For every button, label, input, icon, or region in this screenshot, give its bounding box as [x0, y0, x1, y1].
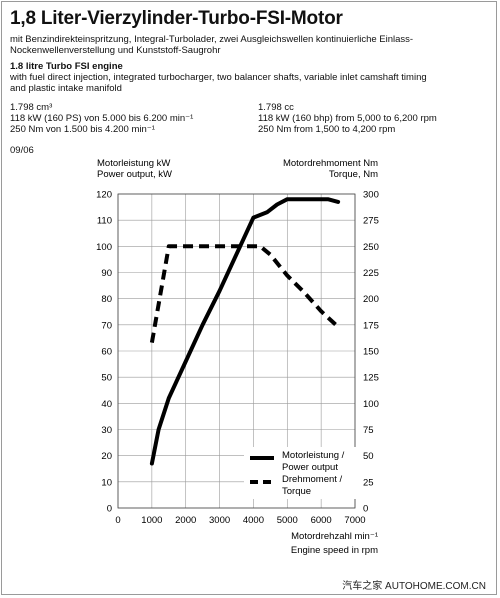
y-right-tick-label: 250 [363, 242, 379, 253]
x-axis-label-2: Engine speed in rpm [291, 545, 378, 556]
chart-series [149, 197, 341, 466]
torque-en: 250 Nm from 1,500 to 4,200 rpm [258, 124, 396, 135]
displacement-en: 1.798 cc [258, 102, 294, 113]
x-tick-label: 3000 [209, 515, 230, 526]
x-tick-label: 4000 [243, 515, 264, 526]
y-right-tick-label: 0 [363, 504, 368, 515]
y-left-tick-label: 110 [97, 216, 112, 227]
x-tick-label: 0 [115, 515, 120, 526]
left-axis-label-2: Power output, kW [97, 169, 172, 180]
y-right-tick-label: 300 [363, 190, 379, 201]
right-axis-label-1: Motordrehmoment Nm [283, 158, 378, 169]
y-left-tick-label: 0 [107, 504, 112, 515]
x-axis-label-1: Motordrehzahl min⁻¹ [291, 531, 378, 542]
legend-power-label-1: Motorleistung / [282, 450, 345, 461]
chart-ticks: 0 1000 2000 3000 4000 5000 6000 700001020304050… [96, 190, 379, 527]
y-right-tick-label: 225 [363, 268, 379, 279]
chart-legend: Motorleistung / Power output Drehmoment … [244, 447, 356, 499]
y-right-tick-label: 50 [363, 451, 374, 462]
y-left-tick-label: 10 [101, 477, 112, 488]
x-tick-label: 5000 [277, 515, 298, 526]
specs-english: 1.798 cc 118 kW (160 bhp) from 5,000 to … [258, 102, 437, 135]
power-de: 118 kW (160 PS) von 5.000 bis 6.200 min⁻… [10, 113, 194, 124]
power-en: 118 kW (160 bhp) from 5,000 to 6,200 rpm [258, 113, 437, 124]
legend-background [244, 447, 356, 499]
power-series-line [149, 197, 341, 466]
y-left-tick-label: 20 [101, 451, 112, 462]
y-right-tick-label: 275 [363, 216, 379, 227]
y-left-tick-label: 120 [96, 190, 112, 201]
subtitle-german: mit Benzindirekteinspritzung, Integral-T… [10, 34, 414, 56]
subtitle-english: with fuel direct injection, integrated t… [10, 72, 427, 94]
y-left-tick-label: 60 [101, 347, 112, 358]
torque-series-line [149, 244, 340, 343]
torque-de: 250 Nm von 1.500 bis 4.200 min⁻¹ [10, 124, 155, 135]
specs-german: 1.798 cm³ 118 kW (160 PS) von 5.000 bis … [10, 102, 193, 135]
date-label: 09/06 [10, 145, 34, 156]
legend-torque-label-1: Drehmoment / [282, 474, 343, 485]
y-right-tick-label: 25 [363, 477, 374, 488]
legend-power-label-2: Power output [282, 462, 338, 473]
legend-torque-label-2: Torque [282, 486, 311, 497]
title-english: 1.8 litre Turbo FSI engine [10, 61, 123, 72]
y-left-tick-label: 30 [101, 425, 112, 436]
right-axis-label-2: Torque, Nm [329, 169, 378, 180]
y-right-tick-label: 150 [363, 347, 379, 358]
y-right-tick-label: 100 [363, 399, 379, 410]
left-axis-label-1: Motorleistung kW [97, 158, 170, 169]
page-title: 1,8 Liter-Vierzylinder-Turbo-FSI-Motor [10, 8, 343, 29]
y-right-tick-label: 75 [363, 425, 374, 436]
y-right-tick-label: 125 [363, 373, 379, 384]
x-tick-label: 7000 [344, 515, 365, 526]
y-left-tick-label: 90 [101, 268, 112, 279]
y-left-tick-label: 80 [101, 294, 112, 305]
y-left-tick-label: 70 [101, 320, 112, 331]
y-left-tick-label: 50 [101, 373, 112, 384]
y-right-tick-label: 175 [363, 320, 379, 331]
y-right-tick-label: 200 [363, 294, 379, 305]
x-tick-label: 1000 [141, 515, 162, 526]
x-tick-label: 6000 [311, 515, 332, 526]
watermark-footer: 汽车之家 AUTOHOME.COM.CN [342, 581, 486, 592]
displacement-de: 1.798 cm³ [10, 102, 53, 113]
x-tick-label: 2000 [175, 515, 196, 526]
y-left-tick-label: 40 [101, 399, 112, 410]
y-left-tick-label: 100 [96, 242, 112, 253]
plot-border [117, 193, 356, 509]
